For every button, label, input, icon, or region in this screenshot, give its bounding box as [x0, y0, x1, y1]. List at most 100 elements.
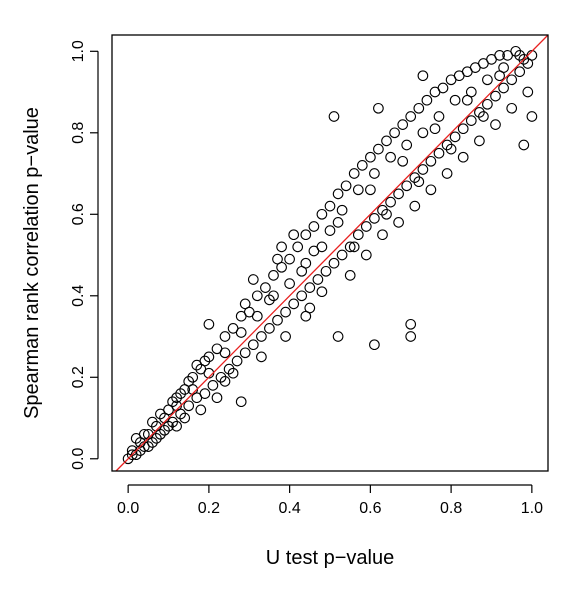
data-point-191	[199, 355, 211, 367]
data-point-19	[199, 388, 211, 399]
data-point-16	[187, 371, 199, 383]
data-point-12	[171, 392, 182, 404]
data-point-181	[235, 327, 247, 338]
data-point-79	[441, 139, 453, 151]
data-point-132	[264, 294, 275, 306]
data-point-112	[203, 318, 215, 330]
data-point-177	[300, 257, 312, 269]
data-point-15	[183, 400, 195, 412]
data-point-60	[365, 151, 376, 163]
data-point-103	[369, 339, 380, 351]
data-point-133	[272, 253, 283, 265]
data-point-59	[360, 221, 372, 232]
data-point-74	[421, 94, 433, 106]
data-point-97	[514, 66, 526, 78]
data-point-127	[219, 376, 231, 387]
data-point-31	[247, 339, 259, 351]
data-point-168	[445, 143, 457, 155]
data-point-116	[142, 441, 154, 452]
data-point-129	[239, 298, 251, 310]
data-point-172	[381, 208, 392, 220]
data-point-40	[284, 253, 295, 265]
data-point-142	[344, 270, 356, 281]
data-point-32	[251, 290, 263, 302]
data-point-117	[147, 416, 158, 428]
data-point-107	[235, 396, 247, 408]
data-point-46	[308, 221, 320, 232]
data-point-43	[296, 290, 308, 302]
x-tick-label-5: 1.0	[521, 500, 543, 517]
data-point-141	[336, 204, 348, 216]
data-point-128	[227, 367, 239, 379]
data-point-131	[256, 351, 267, 363]
data-point-42	[292, 241, 304, 253]
data-point-62	[373, 143, 384, 155]
data-point-27	[231, 355, 243, 367]
data-point-101	[526, 111, 538, 122]
data-point-96	[510, 45, 522, 57]
data-point-39	[280, 306, 291, 318]
data-point-173	[365, 184, 376, 196]
data-point-150	[409, 200, 421, 212]
data-point-126	[211, 392, 223, 404]
data-point-187	[138, 428, 150, 440]
x-tick-label-2: 0.4	[279, 500, 301, 517]
data-point-20	[203, 351, 215, 363]
data-point-41	[288, 298, 300, 310]
data-point-122	[179, 412, 191, 424]
data-point-47	[312, 274, 324, 285]
data-point-160	[490, 119, 501, 130]
data-point-72	[413, 102, 425, 114]
data-point-68	[397, 119, 409, 130]
data-point-186	[151, 433, 162, 444]
y-tick-label-3: 0.6	[70, 203, 87, 225]
data-point-89	[482, 98, 493, 110]
data-point-110	[373, 102, 384, 114]
data-point-73	[417, 164, 429, 175]
data-point-170	[413, 176, 425, 188]
data-point-78	[437, 82, 449, 94]
data-point-119	[159, 424, 170, 436]
data-point-165	[494, 70, 505, 82]
data-point-70	[405, 111, 417, 122]
data-point-146	[377, 229, 388, 241]
data-point-178	[284, 278, 295, 289]
x-tick-label-4: 0.8	[440, 500, 462, 517]
data-point-190	[175, 388, 186, 399]
data-point-105	[405, 318, 417, 330]
data-point-145	[369, 168, 380, 179]
data-point-158	[474, 135, 485, 147]
data-point-152	[425, 184, 437, 196]
data-point-55	[344, 241, 356, 253]
data-point-148	[393, 217, 404, 228]
data-point-159	[482, 74, 493, 86]
data-point-11	[167, 416, 178, 428]
x-axis-label: U test p−value	[266, 547, 394, 569]
data-point-139	[316, 286, 328, 298]
data-point-44	[300, 229, 312, 241]
data-point-102	[328, 111, 340, 122]
y-tick-label-5: 1.0	[70, 40, 87, 62]
data-point-188	[126, 449, 138, 461]
data-point-36	[268, 270, 279, 281]
data-point-154	[441, 168, 453, 179]
data-point-149	[401, 139, 413, 151]
plot-frame	[111, 34, 549, 472]
data-point-106	[332, 331, 344, 342]
data-point-135	[288, 229, 300, 241]
data-point-120	[167, 396, 178, 408]
data-point-130	[247, 274, 259, 285]
y-tick-label-0: 0.0	[70, 448, 87, 470]
data-point-37	[272, 314, 283, 326]
data-point-33	[256, 331, 267, 342]
data-point-64	[381, 135, 392, 147]
data-point-75	[425, 155, 437, 167]
y-axis: 0.0 0.2 0.4 0.6 0.8 1.0	[70, 40, 99, 470]
data-point-174	[348, 241, 360, 253]
x-tick-label-1: 0.2	[198, 500, 220, 517]
data-point-35	[264, 323, 275, 334]
data-point-57	[352, 229, 364, 241]
data-point-171	[397, 155, 409, 167]
reference-line-y-equals-x	[115, 34, 549, 472]
